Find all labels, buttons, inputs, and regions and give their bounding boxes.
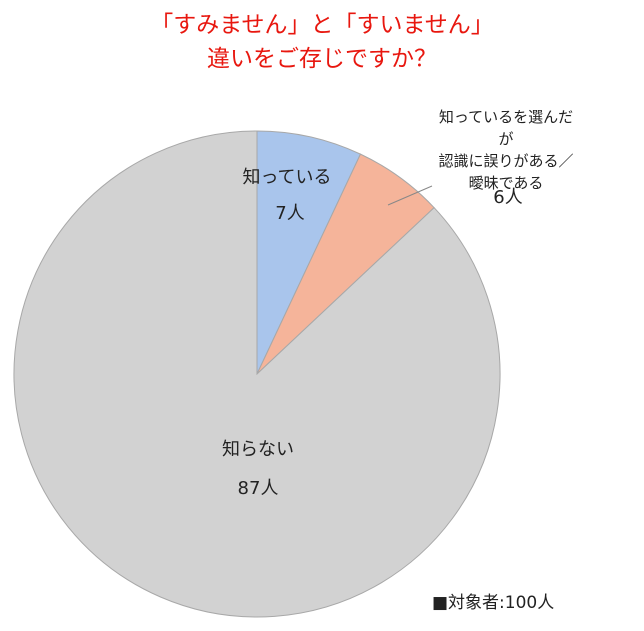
category-label: 知っている xyxy=(242,167,332,188)
note: ■対象者:100人 xyxy=(432,593,555,613)
value-label: 6人 xyxy=(493,187,523,208)
pie-slice xyxy=(13,130,501,618)
value-label: 87人 xyxy=(237,478,279,499)
value-label: 7人 xyxy=(275,203,305,224)
leader-line xyxy=(387,185,433,206)
category-label: 知っているを選んだが 認識に誤りがある／曖昧である xyxy=(438,108,574,192)
category-label: 知らない xyxy=(222,439,294,460)
chart-title: 「すみません」と「すいません」 違いをご存じですか？ xyxy=(150,12,494,72)
pie-slice xyxy=(256,130,362,375)
